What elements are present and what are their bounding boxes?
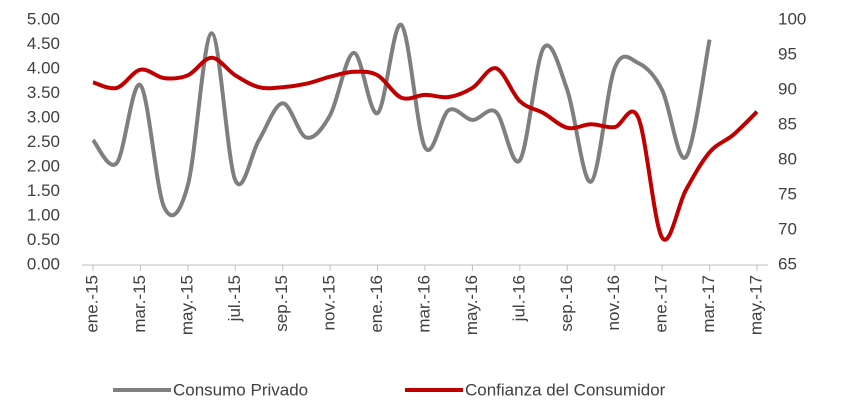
x-tick-label: mar.-16 (414, 275, 433, 333)
x-tick-label: nov.-16 (604, 275, 623, 330)
y-tick-label: 0.00 (27, 254, 60, 273)
y-tick-label: 2.00 (27, 156, 60, 175)
y2-tick-label: 75 (778, 184, 797, 203)
y2-tick-label: 90 (778, 79, 797, 98)
x-tick-label: mar.-17 (699, 275, 718, 333)
y-tick-label: 1.50 (27, 181, 60, 200)
x-tick-label: may.-17 (746, 275, 765, 335)
y2-tick-label: 80 (778, 149, 797, 168)
x-tick-label: ene.-17 (652, 275, 671, 333)
x-tick-label: sep.-15 (272, 275, 291, 332)
x-tick-label: jul.-16 (509, 275, 528, 322)
legend-label: Consumo Privado (173, 380, 308, 399)
y2-tick-label: 100 (778, 9, 806, 28)
x-tick-label: ene.-16 (367, 275, 386, 333)
y-tick-label: 0.50 (27, 230, 60, 249)
y-tick-label: 4.00 (27, 58, 60, 77)
y-tick-label: 4.50 (27, 34, 60, 53)
legend-label: Confianza del Consumidor (465, 380, 666, 399)
y-tick-label: 3.50 (27, 83, 60, 102)
y-tick-label: 1.00 (27, 205, 60, 224)
series-line (91, 22, 712, 218)
y2-tick-label: 85 (778, 114, 797, 133)
y-tick-label: 5.00 (27, 9, 60, 28)
x-tick-label: may.-15 (177, 275, 196, 335)
x-tick-label: mar.-15 (130, 275, 149, 333)
x-tick-label: sep.-16 (557, 275, 576, 332)
x-tick-label: jul.-15 (225, 275, 244, 322)
y2-tick-label: 70 (778, 219, 797, 238)
x-tick-label: ene.-15 (82, 275, 101, 333)
y-tick-label: 2.50 (27, 132, 60, 151)
series-line (92, 55, 759, 242)
x-tick-label: may.-16 (462, 275, 481, 335)
y-tick-label: 3.00 (27, 107, 60, 126)
y2-tick-label: 95 (778, 44, 797, 63)
x-tick-label: nov.-15 (320, 275, 339, 330)
y2-tick-label: 65 (778, 254, 797, 273)
